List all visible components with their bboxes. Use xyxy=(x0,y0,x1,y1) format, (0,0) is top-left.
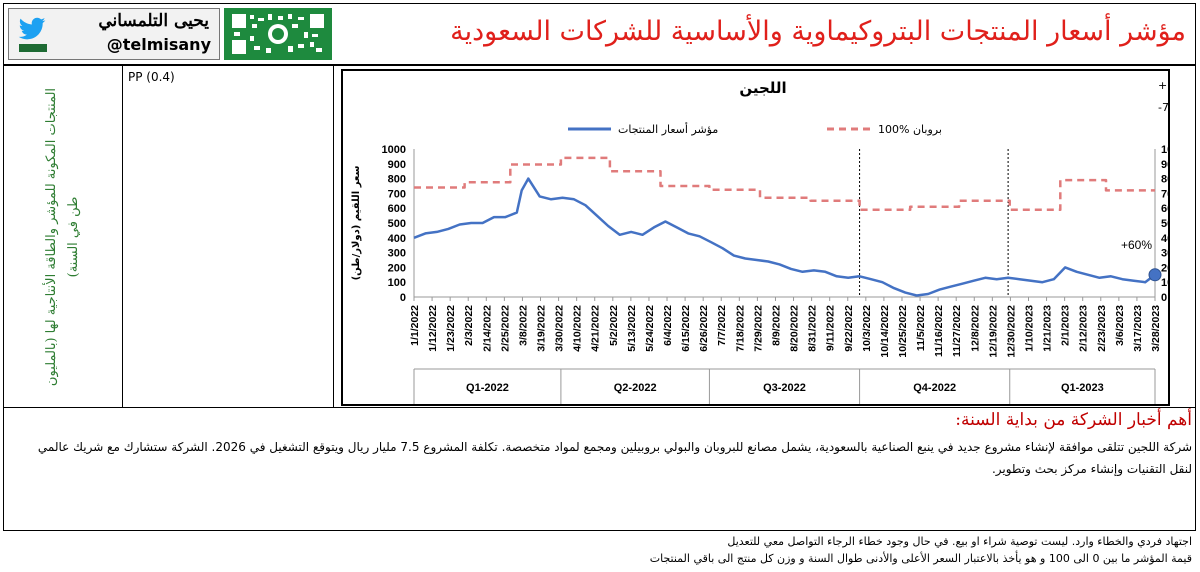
y-tick-left: 900 xyxy=(388,159,406,171)
twitter-icon xyxy=(18,17,47,52)
x-tick-label: 3/17/2023 xyxy=(1132,305,1144,352)
y-tick-right: 0 xyxy=(1161,292,1167,304)
quarter-label: Q1-2022 xyxy=(466,382,509,394)
y-tick-left: 100 xyxy=(388,277,406,289)
y-tick-left: 200 xyxy=(388,262,406,274)
brand-card[interactable]: يحيى التلمساني @telmisany xyxy=(8,8,220,60)
y-tick-right: 100 xyxy=(1161,144,1168,156)
latest-value-marker xyxy=(1148,268,1162,282)
x-tick-label: 3/30/2022 xyxy=(554,305,566,352)
products-label-column xyxy=(3,65,123,408)
x-tick-label: 4/10/2022 xyxy=(572,305,584,352)
y-tick-left: 0 xyxy=(400,292,406,304)
y-tick-right: 40 xyxy=(1161,233,1168,245)
propane-price-line xyxy=(414,156,1155,211)
method-note: قيمة المؤشر ما بين 0 الى 100 و هو يأخذ ب… xyxy=(649,552,1192,565)
x-tick-label: 6/4/2022 xyxy=(662,305,674,346)
x-tick-label: 12/30/2022 xyxy=(1005,305,1017,358)
x-tick-label: 9/22/2022 xyxy=(843,305,855,352)
product-entry: PP (0.4) xyxy=(128,70,175,84)
quarter-label: Q1-2023 xyxy=(1061,382,1104,394)
products-vertical-label: المنتجات المكونة للمؤشر والطاقة الأنتاجي… xyxy=(44,87,81,387)
x-tick-label: 6/26/2022 xyxy=(698,305,710,352)
y-tick-left: 1000 xyxy=(382,144,406,156)
news-body: شركة اللجين تتلقى موافقة لإنشاء مشروع جد… xyxy=(37,440,1192,476)
x-tick-label: 10/14/2022 xyxy=(879,305,891,358)
x-tick-label: 4/21/2022 xyxy=(590,305,602,352)
x-tick-label: 11/5/2022 xyxy=(915,305,927,351)
y-tick-left: 500 xyxy=(388,218,406,230)
x-tick-label: 3/8/2022 xyxy=(517,305,529,346)
legend-label-propane: بروبان %100 xyxy=(878,123,942,136)
y-tick-right: 50 xyxy=(1161,218,1168,230)
y-tick-left: 600 xyxy=(388,203,406,215)
page-title: مؤشر أسعار المنتجات البتروكيماوية والأسا… xyxy=(450,16,1186,47)
x-tick-label: 11/27/2022 xyxy=(951,305,963,357)
y-tick-right: 80 xyxy=(1161,174,1168,186)
y-tick-left: 800 xyxy=(388,174,406,186)
disclaimer-text: اجتهاد فردي والخطاء وارد. ليست توصية شرا… xyxy=(727,535,1192,548)
legend-label-index: مؤشر أسعار المنتجات xyxy=(618,122,718,136)
x-tick-label: 3/28/2023 xyxy=(1150,305,1162,352)
y-axis-label: سعر اللقيم (دولار/طن) xyxy=(351,165,362,280)
x-tick-label: 5/2/2022 xyxy=(608,305,620,346)
x-tick-label: 10/25/2022 xyxy=(897,305,909,358)
x-tick-label: 2/14/2022 xyxy=(481,305,493,352)
news-title: أهم أخبار الشركة من بداية السنة: xyxy=(955,410,1192,430)
x-tick-label: 1/21/2023 xyxy=(1042,305,1054,352)
brand-name: يحيى التلمساني xyxy=(98,11,209,31)
y-tick-left: 700 xyxy=(388,188,406,200)
yoy-change-text: التغيير عن الربع المماثل %76- xyxy=(1158,101,1168,114)
x-tick-label: 12/19/2022 xyxy=(987,305,999,358)
x-tick-label: 1/1/2022 xyxy=(409,305,421,346)
x-tick-label: 8/31/2022 xyxy=(807,305,819,352)
quarter-label: Q4-2022 xyxy=(913,382,956,394)
x-tick-label: 12/8/2022 xyxy=(969,305,981,352)
x-tick-label: 2/3/2022 xyxy=(463,305,475,346)
flag-icon xyxy=(19,44,47,52)
x-tick-label: 5/24/2022 xyxy=(644,305,656,352)
x-tick-label: 3/19/2022 xyxy=(536,305,548,352)
x-tick-label: 2/12/2023 xyxy=(1078,305,1090,352)
y-tick-right: 90 xyxy=(1161,159,1168,171)
chart-title: اللجين xyxy=(739,79,786,97)
x-tick-label: 1/10/2023 xyxy=(1023,305,1035,352)
x-tick-label: 7/7/2022 xyxy=(716,305,728,346)
price-index-chart: 0 100 200 300 400 500 600 700 800 900 1000 0 10 20 30 4… xyxy=(351,79,1168,404)
x-tick-label: 7/29/2022 xyxy=(752,305,764,352)
x-tick-label: 3/6/2023 xyxy=(1114,305,1126,346)
x-tick-label: 6/15/2022 xyxy=(680,305,692,352)
product-index-line xyxy=(413,177,1156,297)
x-tick-label: 9/11/2022 xyxy=(825,305,837,351)
x-tick-label: 2/25/2022 xyxy=(499,305,511,352)
x-tick-label: 7/18/2022 xyxy=(734,305,746,352)
x-tick-label: 8/9/2022 xyxy=(770,305,782,346)
y-tick-right: 20 xyxy=(1161,262,1168,274)
x-tick-label: 5/13/2022 xyxy=(626,305,638,352)
y-tick-right: 30 xyxy=(1161,248,1168,260)
chart-container xyxy=(341,69,1170,406)
products-list-column xyxy=(122,65,334,408)
y-tick-left: 400 xyxy=(388,233,406,245)
quarter-label: Q2-2022 xyxy=(614,382,657,394)
content-frame xyxy=(3,65,1196,531)
x-tick-label: 1/23/2022 xyxy=(445,305,457,352)
latest-change-label: +60% xyxy=(1121,238,1152,252)
x-tick-label: 8/20/2022 xyxy=(789,305,801,352)
y-tick-right: 10 xyxy=(1161,277,1168,289)
y-tick-right: 70 xyxy=(1161,188,1168,200)
quarter-label: Q3-2022 xyxy=(763,382,806,394)
section-divider xyxy=(3,407,1196,408)
qoq-change-text: التغيير عن الربع السابق %60+ xyxy=(1158,79,1168,93)
x-tick-label: 1/12/2022 xyxy=(427,305,439,352)
x-tick-label: 11/16/2022 xyxy=(933,305,945,357)
x-tick-label: 10/3/2022 xyxy=(861,305,873,352)
y-tick-right: 60 xyxy=(1161,203,1168,215)
qr-code-icon xyxy=(224,8,332,60)
x-tick-label: 2/23/2023 xyxy=(1096,305,1108,352)
x-tick-label: 2/1/2023 xyxy=(1060,305,1072,346)
y-tick-left: 300 xyxy=(388,248,406,260)
brand-handle[interactable]: @telmisany xyxy=(106,35,211,54)
